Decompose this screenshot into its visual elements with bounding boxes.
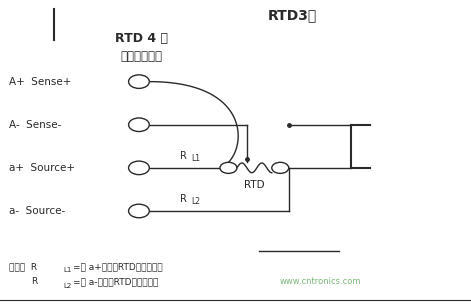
Text: RTD3线: RTD3线 [268,8,317,22]
Text: L1: L1 [64,267,72,273]
Text: a+  Source+: a+ Source+ [9,163,75,173]
Text: L2: L2 [64,282,72,289]
Circle shape [129,75,149,88]
Circle shape [129,118,149,132]
Text: R: R [180,194,187,204]
Text: =从 a+端子到RTD的导线电阻: =从 a+端子到RTD的导线电阻 [73,262,162,271]
Circle shape [272,162,289,173]
Text: L1: L1 [192,153,201,163]
Text: R: R [9,277,39,286]
Text: R: R [180,151,187,161]
Text: A+  Sense+: A+ Sense+ [9,77,72,87]
Circle shape [129,204,149,218]
Circle shape [220,162,237,173]
Text: www.cntronics.com: www.cntronics.com [279,277,361,286]
Text: =从 a-端子到RTD的导线电阻: =从 a-端子到RTD的导线电阻 [73,277,158,286]
Text: （精度最高）: （精度最高） [120,51,162,63]
Text: A-  Sense-: A- Sense- [9,120,62,130]
Text: RTD 4 线: RTD 4 线 [115,32,168,45]
Text: 注意：  R: 注意： R [9,262,38,271]
Text: a-  Source-: a- Source- [9,206,65,216]
Circle shape [129,161,149,175]
Text: RTD: RTD [244,180,265,190]
Text: L2: L2 [192,197,201,206]
